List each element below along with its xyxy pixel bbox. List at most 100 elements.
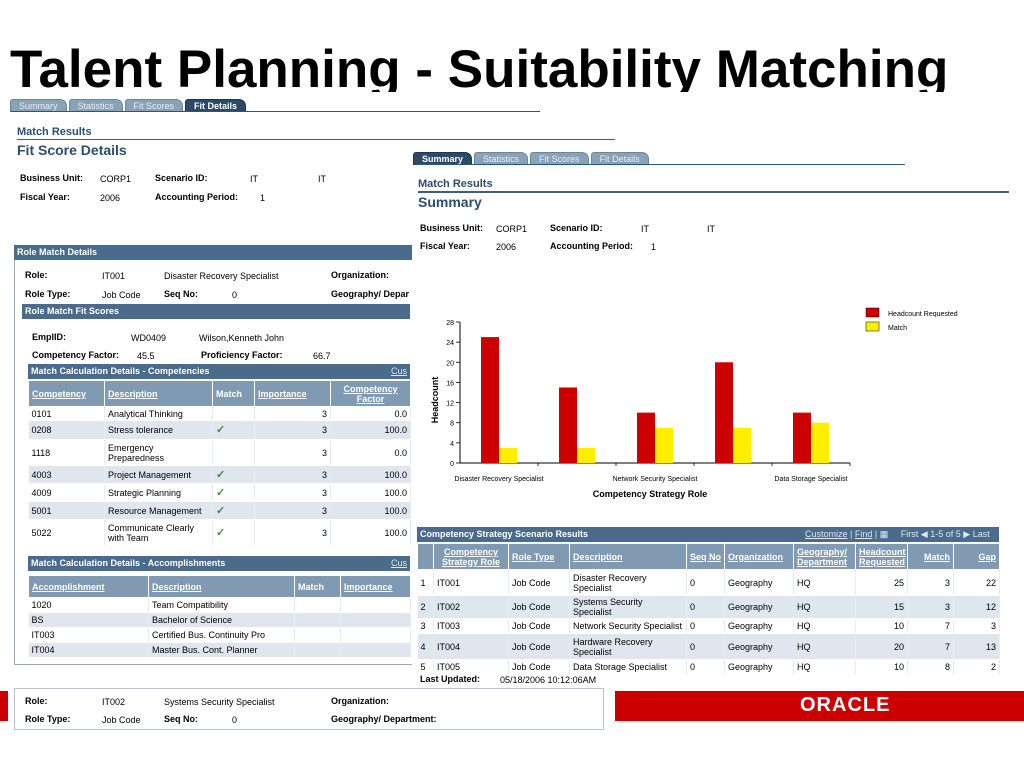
last-updated-label: Last Updated: [420, 674, 481, 684]
headcount-bar [559, 387, 577, 463]
role-label: Role: [25, 270, 48, 280]
find-link[interactable]: Find [854, 529, 873, 539]
col-seq-no[interactable]: Seq No [686, 543, 725, 570]
employee-name: Wilson,Kenneth John [199, 333, 285, 343]
left-scenario-label: Scenario ID: [155, 173, 208, 183]
col-geography[interactable]: Geography/ Department [793, 543, 856, 570]
prev-arrow-icon[interactable]: ◀ [920, 529, 928, 539]
customize-link[interactable]: Customize [805, 529, 848, 539]
accomplishments-customize-link[interactable]: Cus [390, 558, 407, 568]
first-link[interactable]: First [900, 529, 919, 539]
left-tab-fit-details[interactable]: Fit Details [185, 99, 247, 111]
table-row: 5 IT005 Job Code Data Storage Specialist 0 Ge… [417, 659, 1000, 675]
y-tick-label: 20 [446, 360, 454, 367]
col-accomplishment[interactable]: Accomplishment [28, 575, 149, 598]
left-bu-value: CORP1 [100, 174, 132, 184]
organization: Geography [724, 618, 794, 634]
next-arrow-icon[interactable]: ▶ [963, 529, 971, 539]
col-scenario-description[interactable]: Description [569, 543, 687, 570]
role-type: Job Code [508, 595, 570, 619]
left-tab-fit-scores[interactable]: Fit Scores [124, 99, 184, 111]
seq-no: 0 [686, 659, 725, 675]
table-row: 4003 Project Management ✓ 3 100.0 [28, 465, 411, 484]
right-ap-value: 1 [651, 242, 657, 252]
col-role-type[interactable]: Role Type [508, 543, 570, 570]
accomplishment-code: 1020 [28, 597, 149, 613]
y-tick-label: 4 [450, 441, 454, 448]
left-red-accent [0, 691, 8, 721]
col-accomplishment-importance[interactable]: Importance [340, 575, 411, 598]
role2-seq-label: Seq No: [164, 714, 199, 724]
match-bar [811, 422, 829, 463]
importance-value: 3 [254, 519, 331, 546]
scenario-results-header: Competency Strategy Scenario Results Cus… [417, 527, 999, 542]
slide-title: Talent Planning - Suitability Matching [10, 40, 949, 92]
col-scenario-match[interactable]: Match [907, 543, 954, 570]
col-headcount[interactable]: Headcount Requested [855, 543, 908, 570]
accomplishment-code: BS [28, 612, 149, 628]
last-link[interactable]: Last [972, 529, 990, 539]
match-check-icon [212, 406, 255, 421]
legend-match-swatch [865, 321, 880, 332]
left-tab-summary[interactable]: Summary [10, 99, 67, 111]
table-row: 1 IT001 Job Code Disaster Recovery Speciali… [417, 569, 1000, 596]
left-tab-statistics[interactable]: Statistics [68, 99, 123, 111]
geography: HQ [793, 569, 856, 596]
col-competency[interactable]: Competency [28, 380, 105, 407]
left-fy-label: Fiscal Year: [20, 192, 70, 202]
col-strategy-role[interactable]: Competency Strategy Role [433, 543, 509, 570]
role-match-fit-scores-header: Role Match Fit Scores [22, 304, 410, 319]
right-header-large: Summary [418, 194, 482, 210]
role-description: Systems Security Specialist [569, 595, 687, 619]
competencies-customize-link[interactable]: Cus [390, 366, 407, 376]
col-competency-factor[interactable]: Competency Factor [330, 380, 411, 407]
role-description: Hardware Recovery Specialist [569, 633, 687, 660]
right-tab-summary[interactable]: Summary [413, 152, 473, 164]
scenario-results-table: Competency Strategy Role Role Type Descr… [417, 543, 1000, 675]
col-description[interactable]: Description [104, 380, 213, 407]
proficiency-factor-label: Proficiency Factor: [201, 350, 283, 360]
right-tab-fit-details[interactable]: Fit Details [590, 152, 649, 164]
role-type: Job Code [508, 633, 570, 660]
role2-panel [14, 688, 604, 730]
oracle-logo: ORACLE [800, 694, 891, 716]
accomplishment-desc: Bachelor of Science [148, 612, 295, 628]
role2-id: IT002 [102, 697, 126, 707]
organization-label: Organization: [331, 270, 389, 280]
accomplishment-desc: Certified Bus. Continuity Pro [148, 627, 295, 643]
seq-no: 0 [686, 595, 725, 619]
right-tab-fit-scores[interactable]: Fit Scores [530, 152, 589, 164]
col-gap[interactable]: Gap [953, 543, 1000, 570]
chart-ylabel: Headcount [430, 377, 440, 424]
legend-headcount-swatch [865, 307, 880, 318]
competencies-table: Competency Description Match Importance … [28, 380, 411, 546]
x-tick-label: Data Storage Specialist [774, 476, 847, 483]
right-tab-statistics[interactable]: Statistics [474, 152, 529, 164]
geo-label: Geography/ Depar [331, 289, 410, 299]
competency-code: 5001 [28, 501, 105, 520]
row-number: 2 [417, 595, 434, 619]
gap-value: 2 [953, 659, 1000, 675]
role-type-label: Role Type: [25, 289, 71, 299]
col-accomplishment-description[interactable]: Description [148, 575, 295, 598]
headcount-requested: 10 [855, 659, 908, 675]
col-importance[interactable]: Importance [254, 380, 331, 407]
y-tick-label: 28 [446, 320, 454, 327]
headcount-requested: 10 [855, 618, 908, 634]
factor-value: 100.0 [330, 483, 411, 502]
match-count: 3 [907, 569, 954, 596]
match-count: 7 [907, 618, 954, 634]
right-ap-label: Accounting Period: [550, 241, 633, 251]
left-header-rule [17, 139, 615, 140]
gap-value: 13 [953, 633, 1000, 660]
grid-view-icon[interactable]: ▦ [879, 529, 889, 539]
y-tick-label: 8 [450, 421, 454, 428]
geography: HQ [793, 659, 856, 675]
accomplishment-importance [340, 642, 411, 658]
importance-value: 3 [254, 465, 331, 484]
match-bar [655, 427, 673, 463]
right-tab-bar: Summary Statistics Fit Scores Fit Detail… [413, 152, 905, 165]
col-organization[interactable]: Organization [724, 543, 794, 570]
role-id: IT001 [102, 271, 126, 281]
chart-plot-area: 0 4 8 12 16 20 24 28 Disaster Recovery Specialis… [446, 320, 851, 483]
